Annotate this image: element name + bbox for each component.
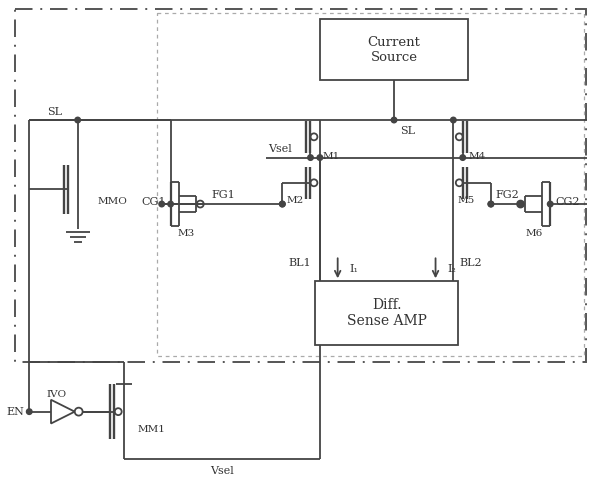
Text: Vsel: Vsel	[268, 144, 292, 154]
Circle shape	[547, 201, 553, 207]
Circle shape	[168, 201, 173, 207]
Text: IVO: IVO	[47, 391, 67, 399]
Text: FG1: FG1	[211, 190, 235, 200]
Text: BL2: BL2	[460, 258, 482, 268]
Text: M1: M1	[323, 152, 340, 161]
Text: SL: SL	[47, 107, 62, 117]
Circle shape	[308, 155, 313, 160]
Text: M4: M4	[468, 152, 485, 161]
Text: MMO: MMO	[98, 196, 128, 206]
Text: BL1: BL1	[289, 258, 311, 268]
Circle shape	[488, 201, 494, 207]
Text: I₁: I₁	[350, 264, 358, 274]
Text: M5: M5	[458, 196, 474, 205]
Circle shape	[450, 117, 456, 123]
Bar	[16, 9, 586, 362]
Text: M6: M6	[526, 229, 543, 238]
Circle shape	[391, 117, 397, 123]
Text: CG1: CG1	[141, 197, 166, 207]
Text: I₂: I₂	[447, 264, 456, 274]
Text: M2: M2	[287, 196, 303, 205]
Circle shape	[279, 201, 285, 207]
Circle shape	[518, 201, 523, 207]
Circle shape	[460, 155, 465, 160]
Circle shape	[279, 201, 285, 207]
Text: Current
Source: Current Source	[368, 36, 420, 64]
Text: M3: M3	[178, 229, 195, 238]
Text: EN: EN	[7, 407, 24, 417]
Text: Diff.
Sense AMP: Diff. Sense AMP	[347, 298, 427, 328]
Text: MM1: MM1	[138, 425, 166, 434]
Bar	[315, 281, 458, 346]
Bar	[157, 13, 584, 356]
Circle shape	[159, 201, 164, 207]
Text: SL: SL	[400, 126, 415, 136]
Text: Vsel: Vsel	[210, 466, 234, 476]
Bar	[320, 19, 468, 80]
Circle shape	[317, 155, 323, 160]
Circle shape	[488, 201, 494, 207]
Circle shape	[26, 409, 32, 414]
Circle shape	[75, 117, 81, 123]
Text: FG2: FG2	[496, 190, 520, 200]
Text: CG2: CG2	[555, 197, 580, 207]
